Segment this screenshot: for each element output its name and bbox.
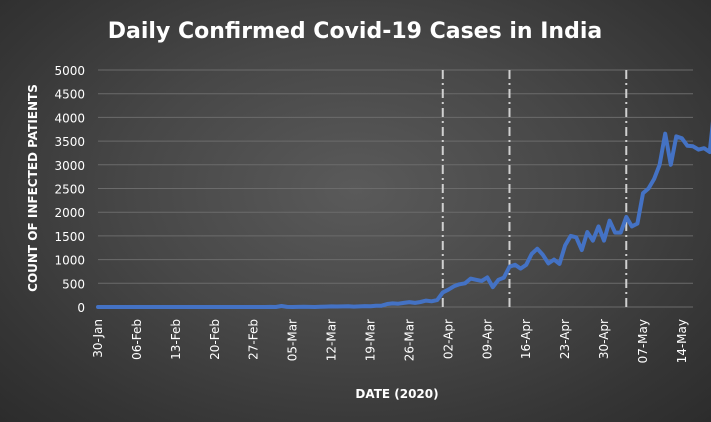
y-tick-label: 0 bbox=[77, 301, 85, 315]
y-tick-label: 500 bbox=[62, 277, 85, 291]
chart-title: Daily Confirmed Covid-19 Cases in India bbox=[108, 19, 602, 44]
x-tick-label: 13-Feb bbox=[169, 319, 183, 360]
x-tick-label: 14-May bbox=[675, 319, 689, 363]
x-tick-label: 06-Feb bbox=[130, 319, 144, 360]
x-tick-label: 27-Feb bbox=[247, 319, 261, 360]
y-tick-label: 3000 bbox=[54, 159, 85, 173]
x-tick-label: 05-Mar bbox=[286, 319, 300, 361]
y-tick-label: 1000 bbox=[54, 254, 85, 268]
y-tick-label: 4500 bbox=[54, 88, 85, 102]
x-tick-label: 12-Mar bbox=[325, 319, 339, 361]
y-tick-label: 2000 bbox=[54, 206, 85, 220]
x-axis-ticks: 30-Jan 06-Feb 13-Feb 20-Feb 27-Feb 05-Mar 12-M… bbox=[91, 319, 689, 363]
x-tick-label: 30-Apr bbox=[597, 319, 611, 359]
x-tick-label: 02-Apr bbox=[441, 319, 455, 359]
x-tick-label: 20-Feb bbox=[208, 319, 222, 360]
x-tick-label: 23-Apr bbox=[558, 319, 572, 359]
x-tick-label: 30-Jan bbox=[91, 319, 105, 358]
y-axis-ticks: 0 500 1000 1500 2000 2500 3000 3500 4000 4500 5000 bbox=[54, 64, 85, 315]
series-line bbox=[96, 121, 711, 309]
x-tick-label: 16-Apr bbox=[519, 319, 533, 359]
y-tick-label: 1500 bbox=[54, 230, 85, 244]
x-tick-label: 26-Mar bbox=[402, 319, 416, 361]
x-tick-label: 19-Mar bbox=[363, 319, 377, 361]
y-tick-label: 3500 bbox=[54, 135, 85, 149]
y-tick-label: 5000 bbox=[54, 64, 85, 78]
x-tick-label: 07-May bbox=[636, 319, 650, 363]
x-axis-label: DATE (2020) bbox=[355, 387, 438, 401]
y-tick-label: 2500 bbox=[54, 183, 85, 197]
x-tick-label: 09-Apr bbox=[480, 319, 494, 359]
y-tick-label: 4000 bbox=[54, 111, 85, 125]
gridlines bbox=[98, 69, 693, 308]
y-axis-label: COUNT OF INFECTED PATIENTS bbox=[26, 84, 40, 292]
